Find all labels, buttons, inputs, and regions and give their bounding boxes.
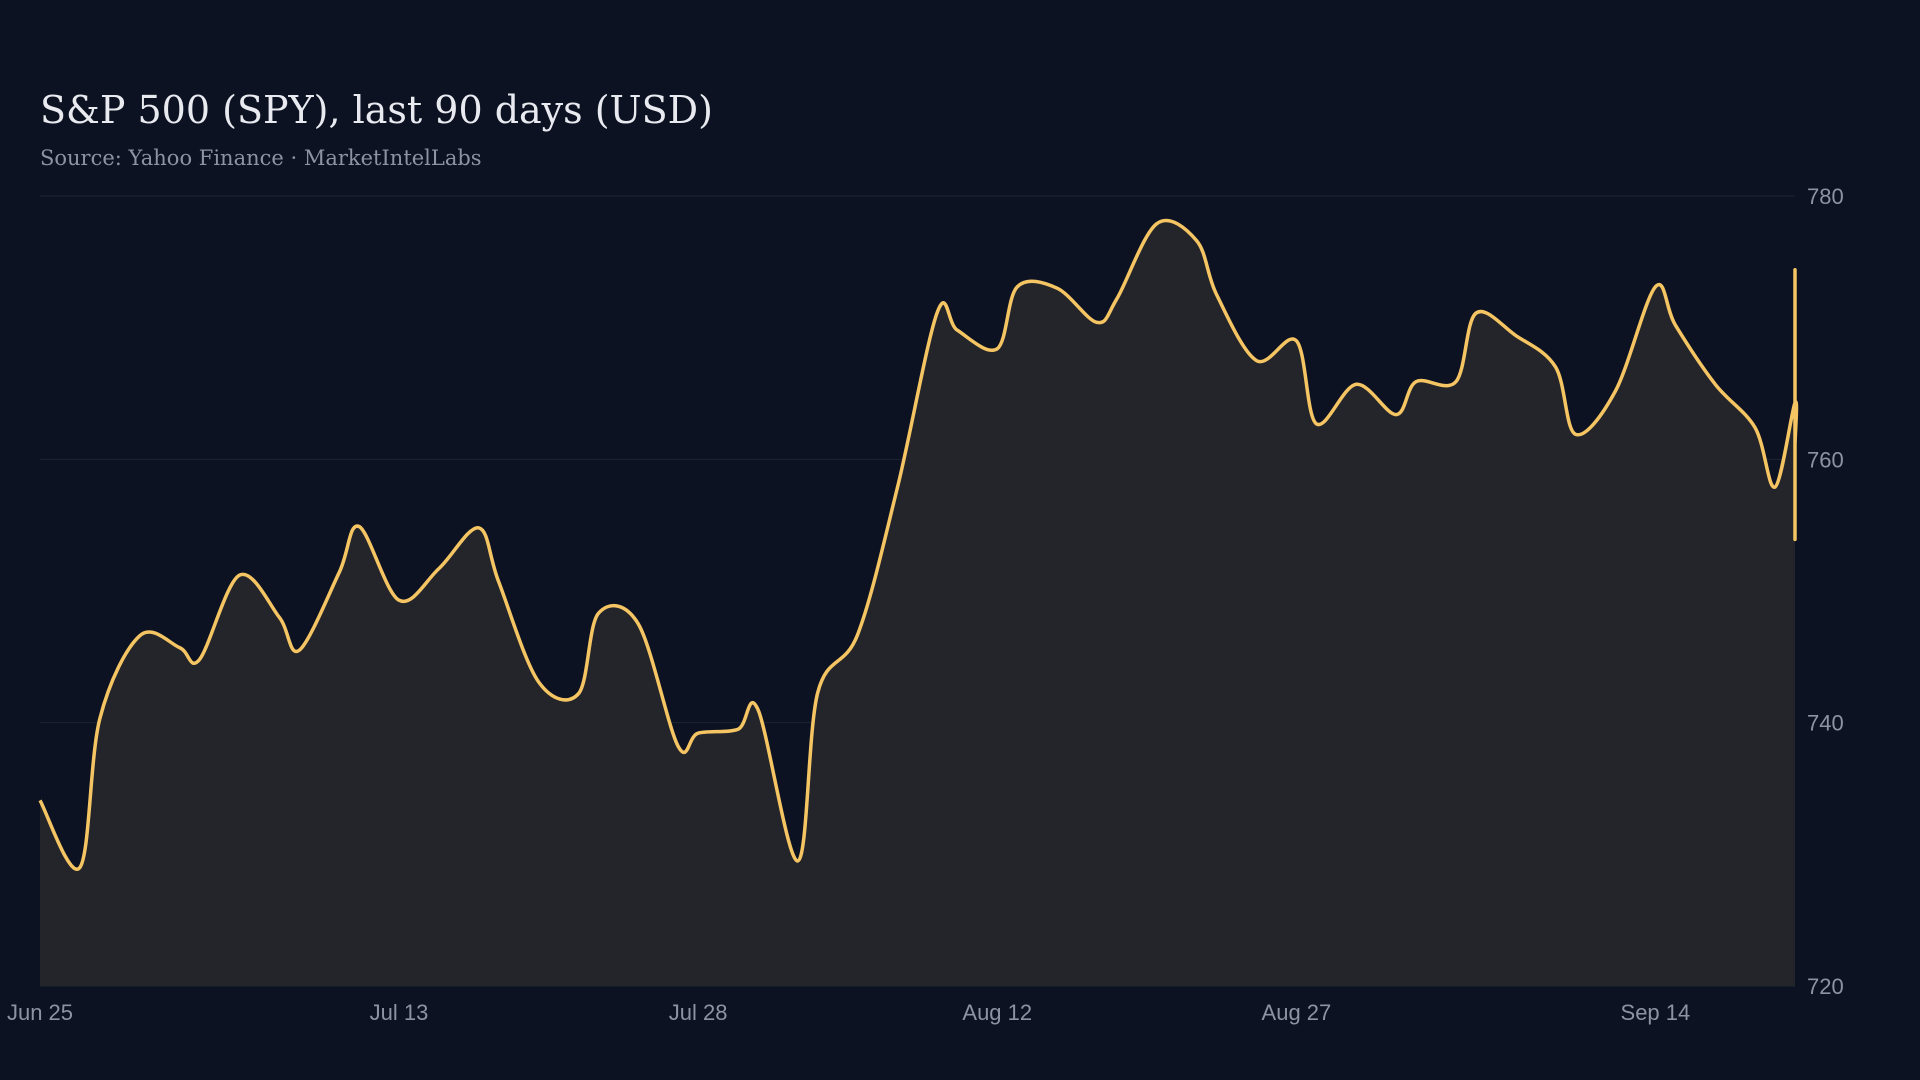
- y-tick-label: 760: [1807, 447, 1844, 472]
- chart-subtitle: Source: Yahoo Finance · MarketIntelLabs: [40, 146, 482, 170]
- series-area: [40, 220, 1797, 986]
- x-tick-label: Jul 28: [669, 1000, 728, 1025]
- y-tick-label: 740: [1807, 711, 1844, 736]
- x-tick-label: Aug 12: [962, 1000, 1032, 1025]
- y-axis: 720 740 760 780: [1807, 184, 1844, 999]
- series-line: [38, 218, 1799, 872]
- x-tick-label: Sep 14: [1621, 1000, 1691, 1025]
- x-tick-label: Jun 25: [7, 1000, 73, 1025]
- x-tick-label: Aug 27: [1262, 1000, 1332, 1025]
- y-tick-label: 720: [1807, 974, 1844, 999]
- y-tick-label: 780: [1807, 184, 1844, 209]
- x-tick-label: Jul 13: [370, 1000, 429, 1025]
- chart-title: S&P 500 (SPY), last 90 days (USD): [40, 88, 713, 132]
- x-axis: Jun 25 Jul 13 Jul 28 Aug 12 Aug 27 Sep 14: [7, 1000, 1690, 1025]
